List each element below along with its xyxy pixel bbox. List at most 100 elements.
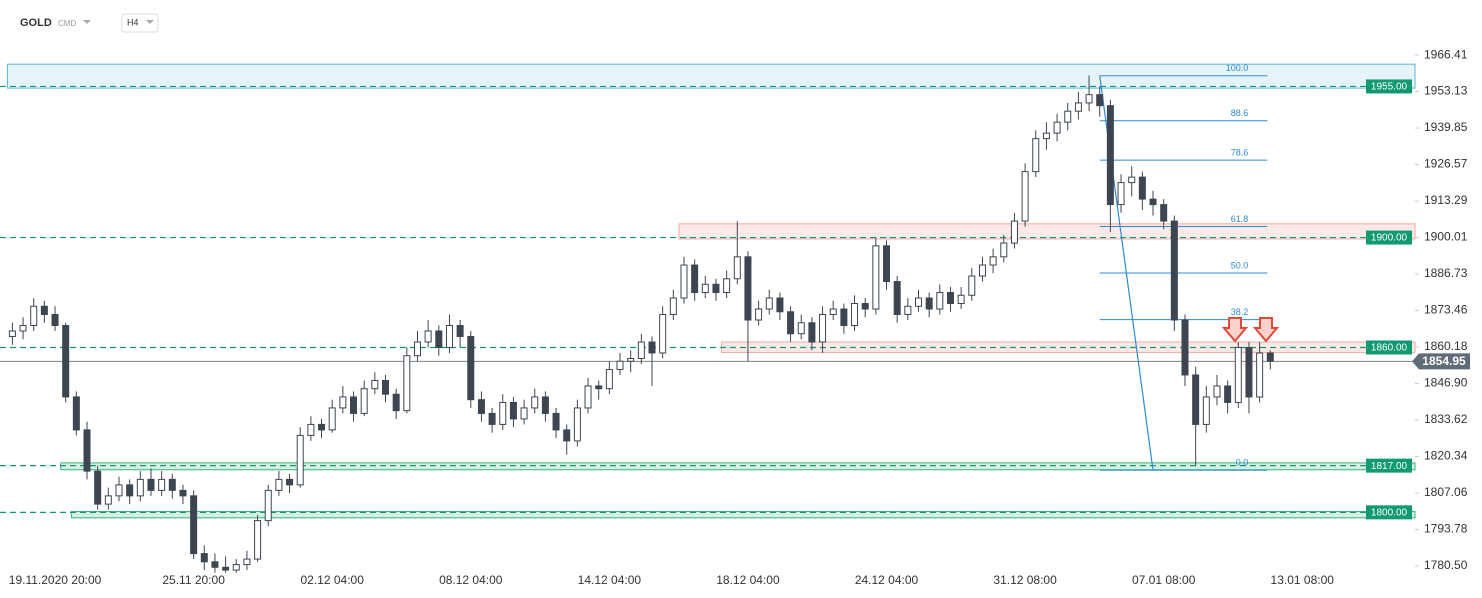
dropdown-icon[interactable] <box>146 20 154 24</box>
candle-body <box>989 256 997 266</box>
candle-body <box>829 308 837 316</box>
market[interactable]: CMD <box>58 19 76 28</box>
candle-body <box>680 264 688 299</box>
candle-body <box>595 385 603 390</box>
level-label-box <box>1366 230 1412 245</box>
x-tick-label: 24.12 04:00 <box>855 573 919 587</box>
candle-body <box>883 245 891 283</box>
candle-body <box>1256 352 1264 398</box>
candle-body <box>382 379 389 395</box>
candle-body <box>72 396 80 431</box>
candle-body <box>957 294 965 305</box>
y-tick-label: 1886.73 <box>1424 266 1468 280</box>
candle-body <box>925 297 933 310</box>
plot-area: 1966.41 1953.13 1939.85 1926.57 1913.29 1900.… <box>0 47 1470 587</box>
arrow-icon <box>1221 317 1249 343</box>
candle-body <box>936 292 944 310</box>
dropdown-icon[interactable] <box>83 20 91 24</box>
candle-body <box>1192 374 1200 425</box>
candle-body <box>350 396 358 414</box>
candle-body <box>797 322 805 335</box>
candle-body <box>1042 132 1050 140</box>
candle-body <box>616 360 624 370</box>
candle-body <box>584 385 592 409</box>
candle-body <box>1149 198 1157 206</box>
zone <box>70 511 1416 519</box>
y-tick-label: 1833.62 <box>1424 412 1468 426</box>
y-tick-label: 1953.13 <box>1424 84 1468 98</box>
symbol: GOLD <box>20 17 52 29</box>
candle-body <box>1213 385 1221 398</box>
candle-body <box>286 478 294 486</box>
x-tick-label: 19.11.2020 20:00 <box>9 573 102 587</box>
y-tick-label: 1793.78 <box>1424 522 1468 536</box>
last-price-label: 1854.95 <box>1422 354 1466 368</box>
candle-body <box>1106 105 1114 206</box>
candle-body <box>1053 121 1061 134</box>
candle-body <box>40 305 48 316</box>
candle-body <box>723 278 731 294</box>
candle-body <box>1074 102 1082 112</box>
candle-body <box>893 281 901 316</box>
candle-body <box>776 297 784 313</box>
candle-body <box>499 401 507 425</box>
candle-body <box>968 275 976 296</box>
zone <box>6 63 1416 89</box>
interval-select[interactable] <box>121 13 159 33</box>
candle-body <box>307 423 315 436</box>
candle-body <box>275 478 283 491</box>
candle-body <box>552 412 560 431</box>
y-tick-label: 1820.34 <box>1424 449 1468 463</box>
y-tick-label: 1926.57 <box>1424 157 1468 171</box>
last-price-box <box>1412 353 1470 370</box>
candle-body <box>104 495 112 505</box>
y-tick-label: 1807.06 <box>1424 485 1468 499</box>
candle-body <box>413 341 421 357</box>
x-tick-label: 31.12 08:00 <box>993 573 1057 587</box>
candle-body <box>1181 319 1189 376</box>
x-tick-label: 18.12 04:00 <box>716 573 780 587</box>
candle-body <box>445 324 453 348</box>
candle-body <box>424 330 432 343</box>
x-tick-label: 02.12 04:00 <box>300 573 364 587</box>
level-label: 1860.00 <box>1371 343 1408 354</box>
fib-label: 78.6 <box>1231 148 1249 158</box>
candle-body <box>1138 176 1146 200</box>
y-tick-label: 1913.29 <box>1424 193 1468 207</box>
candle-body <box>531 396 539 409</box>
candle-body <box>840 308 848 326</box>
y-tick-label: 1939.85 <box>1424 120 1468 134</box>
zone <box>60 462 1416 471</box>
fib-label: 61.8 <box>1231 214 1249 224</box>
candle-body <box>232 564 240 571</box>
candle-body <box>1096 94 1104 107</box>
y-tick-label: 1966.41 <box>1424 47 1468 61</box>
candle-body <box>573 407 581 442</box>
y-tick-label: 1900.01 <box>1424 230 1468 244</box>
candle-body <box>1117 182 1125 206</box>
candle-body <box>467 335 475 401</box>
level-label-box <box>1366 458 1412 473</box>
fib-label: 100.0 <box>1226 63 1249 73</box>
candle-body <box>1170 220 1178 321</box>
candle-body <box>115 484 123 497</box>
candle-body <box>712 283 720 294</box>
x-tick-label: 13.01 08:00 <box>1271 573 1335 587</box>
candle-body <box>541 396 549 414</box>
x-tick-label: 07.01 08:00 <box>1132 573 1196 587</box>
candle-body <box>94 470 102 505</box>
candle-body <box>158 478 166 491</box>
candle-body <box>477 399 485 414</box>
interval[interactable]: H4 <box>127 17 139 27</box>
candle-body <box>62 324 70 398</box>
candle-body <box>1266 352 1274 362</box>
candle-body <box>659 314 667 354</box>
candle-body <box>669 297 677 316</box>
candle-body <box>126 484 134 497</box>
candle-body <box>1234 346 1242 403</box>
candle-body <box>1064 110 1072 123</box>
candle-body <box>264 489 272 522</box>
y-tick-label: 1846.90 <box>1424 376 1468 390</box>
candle-body <box>637 341 645 359</box>
